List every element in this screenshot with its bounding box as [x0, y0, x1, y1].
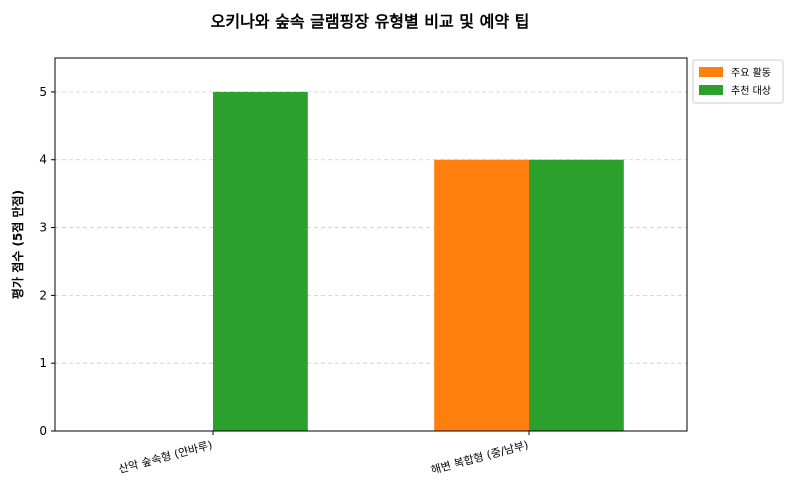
y-tick-label-4: 4 — [39, 153, 47, 167]
y-tick-label-2: 2 — [39, 288, 47, 302]
legend-swatch-1 — [699, 85, 723, 95]
legend-swatch-0 — [699, 67, 723, 77]
legend-label-1: 추천 대상 — [731, 85, 771, 97]
y-axis-ticks: 0 1 2 3 4 5 — [39, 85, 55, 438]
plot-frame — [54, 57, 688, 432]
y-axis-label: 평가 점수 (5점 만점) — [10, 190, 25, 299]
bars — [213, 91, 624, 431]
y-tick-label-3: 3 — [39, 221, 47, 235]
y-tick-label-5: 5 — [39, 85, 47, 99]
x-tick-label-0: 산악 숲속형 (얀바루) — [117, 437, 214, 476]
legend-label-0: 주요 활동 — [731, 66, 771, 79]
y-tick-label-0: 0 — [39, 424, 47, 438]
y-tick-label-1: 1 — [39, 356, 47, 370]
bar-주요 활동-1 — [434, 159, 529, 431]
chart-title: 오키나와 숲속 글램핑장 유형별 비교 및 예약 팁 — [211, 12, 530, 31]
x-axis-ticks: 산악 숲속형 (얀바루) 해변 복합형 (중/남부) — [117, 431, 530, 477]
bar-추천 대상-1 — [529, 159, 624, 431]
x-tick-label-1: 해변 복합형 (중/남부) — [429, 437, 529, 476]
bar-추천 대상-0 — [213, 91, 308, 431]
